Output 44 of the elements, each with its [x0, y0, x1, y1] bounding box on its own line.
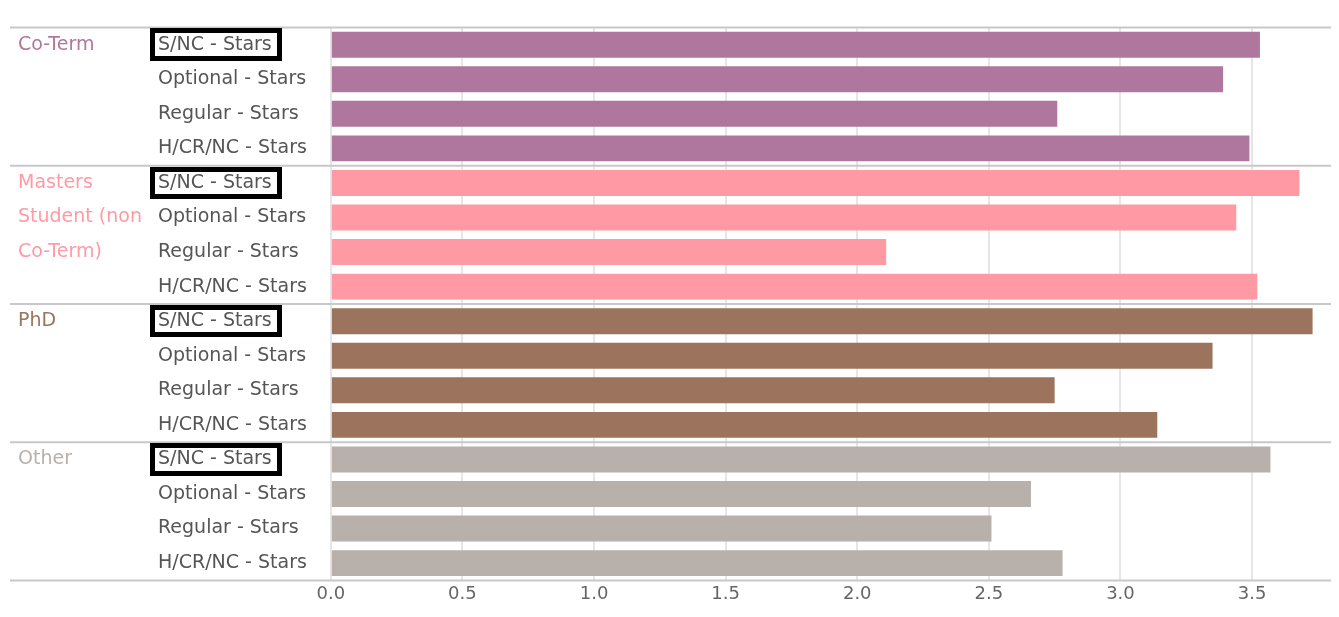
- bar: [331, 515, 992, 542]
- bar: [331, 100, 1058, 127]
- bar: [331, 66, 1224, 93]
- bar: [331, 308, 1313, 335]
- x-tick-label: 0.5: [448, 581, 477, 603]
- y-tick-label: H/CR/NC - Stars: [158, 135, 307, 158]
- bar: [331, 239, 887, 266]
- text: Other: [18, 446, 73, 469]
- bar: [331, 550, 1063, 577]
- bar: [331, 169, 1300, 196]
- x-tick-label: 1.5: [711, 581, 740, 603]
- y-tick-label: S/NC - Stars: [158, 31, 272, 54]
- x-tick-label: 0.0: [316, 581, 346, 603]
- y-tick-label: Regular - Stars: [158, 238, 299, 261]
- y-tick-label: Regular - Stars: [158, 377, 299, 400]
- bar: [331, 135, 1250, 162]
- x-tick-label: 3.0: [1106, 581, 1135, 603]
- y-tick-label: Optional - Stars: [158, 480, 307, 503]
- y-tick-label: Optional - Stars: [158, 342, 307, 365]
- y-tick-label: S/NC - Stars: [158, 308, 272, 331]
- x-tick-label: 2.0: [842, 581, 872, 603]
- bar: [331, 481, 1031, 507]
- y-tick-label: H/CR/NC - Stars: [158, 273, 307, 296]
- text: PhD: [18, 308, 57, 331]
- y-tick-label: Regular - Stars: [158, 100, 299, 123]
- text: Masters Student (non Co-Term): [18, 169, 142, 261]
- x-tick-label: 1.0: [579, 581, 609, 603]
- x-tick-label: 3.5: [1237, 581, 1267, 603]
- bar: [331, 31, 1260, 58]
- text: Co-Term: [18, 31, 95, 54]
- bar: [331, 377, 1055, 404]
- y-tick-label: Optional - Stars: [158, 204, 307, 227]
- y-tick-label: Regular - Stars: [158, 515, 299, 538]
- y-tick-label: H/CR/NC - Stars: [158, 411, 307, 434]
- bar: [331, 342, 1213, 369]
- y-tick-label: S/NC - Stars: [158, 169, 272, 192]
- bar: [331, 411, 1158, 438]
- bar: [331, 273, 1258, 300]
- y-tick-label: Optional - Stars: [158, 66, 307, 89]
- y-tick-label: H/CR/NC - Stars: [158, 550, 307, 573]
- bar: [331, 446, 1271, 473]
- y-tick-label: S/NC - Stars: [158, 446, 272, 469]
- bar: [331, 204, 1237, 231]
- x-tick-label: 2.5: [974, 581, 1004, 603]
